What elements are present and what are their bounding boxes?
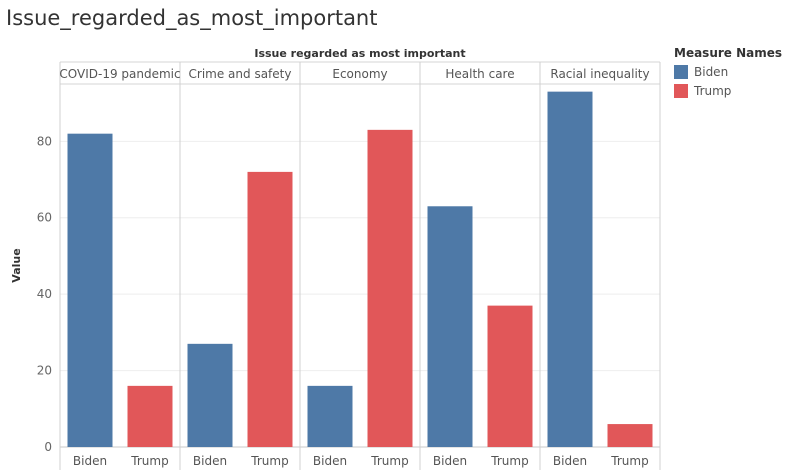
x-tick-label-biden-1: Biden: [193, 454, 227, 468]
category-header-0: COVID-19 pandemic: [59, 67, 180, 81]
x-tick-label-trump-2: Trump: [370, 454, 408, 468]
x-tick-label-biden-4: Biden: [553, 454, 587, 468]
bar-biden-2: [307, 385, 353, 447]
header-label: Issue regarded as most important: [254, 47, 465, 60]
legend-swatch-trump: [674, 84, 688, 98]
bar-biden-4: [547, 91, 593, 448]
legend-swatch-biden: [674, 65, 688, 79]
legend-item-trump[interactable]: Trump: [674, 84, 782, 98]
x-tick-label-trump-0: Trump: [130, 454, 168, 468]
x-tick-label-biden-2: Biden: [313, 454, 347, 468]
legend-title: Measure Names: [674, 46, 783, 60]
bar-biden-3: [427, 206, 473, 447]
legend[interactable]: Measure Names Biden Trump: [674, 46, 782, 103]
bar-trump-4: [607, 424, 653, 447]
bar-trump-2: [367, 129, 413, 447]
bar-trump-3: [487, 305, 533, 447]
bar-trump-1: [247, 171, 293, 447]
category-header-1: Crime and safety: [189, 67, 292, 81]
y-tick-label-2: 40: [37, 287, 52, 301]
bar-biden-1: [187, 343, 233, 447]
x-tick-label-biden-3: Biden: [433, 454, 467, 468]
chart-title: Issue_regarded_as_most_important: [6, 6, 378, 30]
bar-trump-0: [127, 385, 173, 447]
x-tick-label-biden-0: Biden: [73, 454, 107, 468]
x-tick-label-trump-4: Trump: [610, 454, 648, 468]
y-tick-label-0: 0: [44, 440, 52, 454]
y-tick-label-1: 20: [37, 364, 52, 378]
category-header-3: Health care: [445, 67, 514, 81]
legend-item-biden[interactable]: Biden: [674, 65, 782, 79]
y-tick-label-4: 80: [37, 134, 52, 148]
y-axis-title: Value: [10, 248, 23, 282]
legend-label-trump: Trump: [694, 84, 732, 98]
category-header-2: Economy: [332, 67, 387, 81]
x-tick-label-trump-3: Trump: [490, 454, 528, 468]
bar-biden-0: [67, 133, 113, 447]
category-header-4: Racial inequality: [550, 67, 649, 81]
y-tick-label-3: 60: [37, 211, 52, 225]
x-tick-label-trump-1: Trump: [250, 454, 288, 468]
legend-label-biden: Biden: [694, 65, 729, 79]
